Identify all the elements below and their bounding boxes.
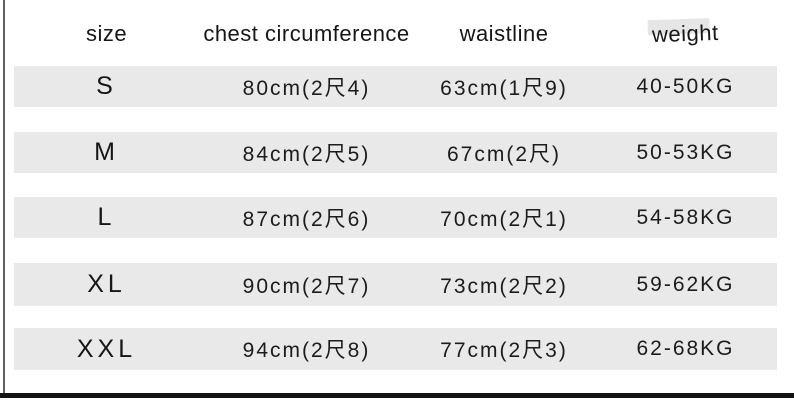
- cell-weight: 54-58KG: [636, 205, 735, 229]
- cell-weight: 59-62KG: [636, 272, 735, 296]
- cell-size: M: [94, 138, 119, 166]
- header-cell-waistline: waistline: [459, 21, 549, 46]
- cell-waist: 67cm(2尺): [446, 142, 562, 166]
- table-row-m: M 84cm(2尺5) 67cm(2尺) 50-53KG: [14, 132, 777, 173]
- cell-size: XL: [87, 270, 126, 298]
- table-row-xl: XL 90cm(2尺7) 73cm(2尺2) 59-62KG: [14, 263, 777, 306]
- cell-waist: 73cm(2尺2): [440, 274, 568, 298]
- header-row: size chest circumference waistline weigh…: [14, 12, 777, 56]
- cell-weight: 62-68KG: [636, 337, 735, 360]
- cell-waist: 77cm(2尺3): [440, 339, 568, 362]
- left-border-line: [3, 0, 5, 397]
- cell-size: XXL: [76, 334, 137, 363]
- table-row-l: L 87cm(2尺6) 70cm(2尺1) 54-58KG: [14, 197, 777, 238]
- header-cell-chest: chest circumference: [203, 21, 410, 46]
- cell-size: L: [97, 203, 116, 231]
- cell-weight: 40-50KG: [636, 74, 735, 98]
- cell-chest: 94cm(2尺8): [242, 339, 371, 362]
- table-row-xxl: XXL 94cm(2尺8) 77cm(2尺3) 62-68KG: [14, 328, 777, 370]
- table-row-s: S 80cm(2尺4) 63cm(1尺9) 40-50KG: [14, 66, 777, 107]
- cell-chest: 84cm(2尺5): [242, 142, 371, 166]
- header-cell-size: size: [85, 21, 128, 46]
- cell-waist: 63cm(1尺9): [440, 76, 568, 100]
- cell-chest: 80cm(2尺4): [242, 76, 371, 100]
- cell-chest: 90cm(2尺7): [242, 274, 371, 298]
- cell-chest: 87cm(2尺6): [242, 207, 371, 231]
- header-cell-weight: weight: [594, 12, 777, 56]
- cell-size: S: [96, 72, 117, 100]
- cell-weight: 50-53KG: [636, 140, 735, 164]
- cell-waist: 70cm(2尺1): [440, 207, 568, 231]
- bottom-border-bar: [0, 393, 794, 398]
